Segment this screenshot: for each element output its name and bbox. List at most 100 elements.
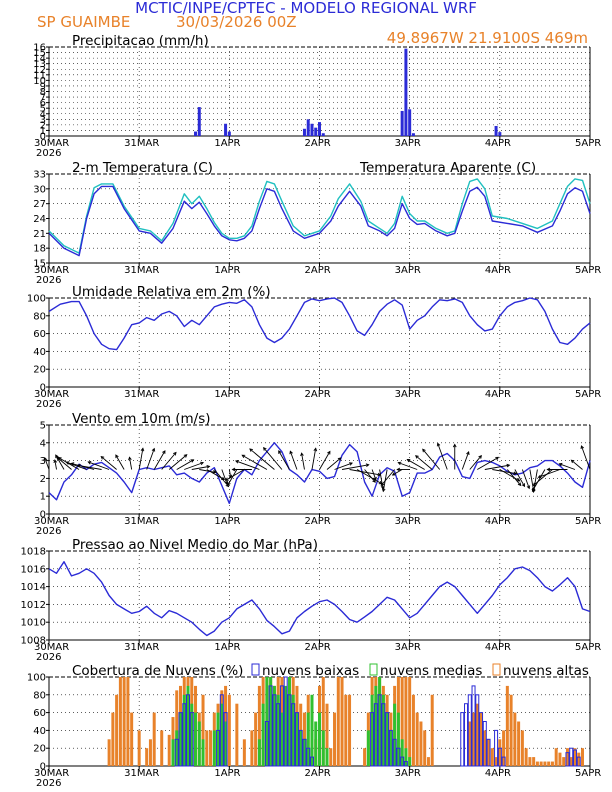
cloud-bar-medium bbox=[257, 739, 261, 766]
wind-arrow-head bbox=[381, 488, 386, 493]
cloud-bar-high bbox=[130, 712, 134, 766]
wind-arrow bbox=[546, 467, 568, 472]
cloud-bar-high bbox=[254, 712, 258, 766]
cloud-bar-low bbox=[182, 703, 187, 767]
cloud-bar-medium bbox=[201, 739, 205, 766]
legend-swatch bbox=[251, 663, 260, 676]
wind-arrow-shaft bbox=[469, 455, 482, 470]
y-tick-label: 14 bbox=[33, 54, 46, 65]
x-year-label: 2026 bbox=[36, 652, 61, 663]
wind-arrow bbox=[300, 452, 305, 470]
wind-arrow bbox=[397, 461, 418, 470]
temperature-line bbox=[48, 185, 591, 257]
precip-bar bbox=[306, 119, 310, 136]
cloud-bar-high bbox=[126, 677, 130, 766]
x-tick-label: 3APR bbox=[395, 768, 421, 779]
wind-arrow-head bbox=[349, 462, 353, 466]
cloud-bar-high bbox=[175, 690, 179, 766]
wind-arrow-shaft bbox=[184, 462, 204, 470]
cloud-bar-high bbox=[539, 761, 543, 766]
cloud-bar-medium bbox=[194, 712, 198, 766]
y-tick-label: 60 bbox=[33, 329, 46, 340]
cloud-bar-low bbox=[497, 747, 502, 767]
y-tick-label: 1 bbox=[40, 492, 46, 503]
wind-arrow-head bbox=[151, 447, 156, 452]
wind-arrow bbox=[461, 451, 470, 470]
wind-arrow-head bbox=[100, 455, 105, 460]
cloud-bar-high bbox=[569, 757, 573, 766]
wind-arrow-shaft bbox=[364, 469, 376, 483]
cloud-bar-high bbox=[250, 730, 254, 766]
cloud-bar-high bbox=[532, 757, 536, 766]
y-tick-label: 15 bbox=[33, 259, 46, 270]
wind-arrow-head bbox=[65, 461, 70, 465]
header-location: SP GUAIMBE bbox=[37, 13, 130, 31]
wind-arrow bbox=[570, 459, 583, 470]
cloud-bar-high bbox=[554, 748, 558, 766]
wind-arrow bbox=[168, 454, 188, 470]
wind-arrow bbox=[146, 447, 156, 470]
wind-arrow-shaft bbox=[415, 455, 433, 470]
wind-arrow bbox=[396, 467, 410, 472]
cloud-bar-medium bbox=[182, 694, 186, 766]
cloud-bar-low bbox=[464, 703, 469, 767]
wind-arrow-head bbox=[327, 450, 331, 455]
wind-arrow-shaft bbox=[532, 469, 553, 486]
wind-arrow-head bbox=[76, 463, 81, 468]
x-tick-label: 31MAR bbox=[124, 768, 159, 779]
cloud-bar-low bbox=[381, 703, 386, 767]
wind-arrow-shaft bbox=[241, 454, 268, 470]
cloud-bar-medium bbox=[291, 694, 295, 766]
cloud-bar-low bbox=[475, 694, 480, 767]
cloud-bar-high bbox=[145, 748, 149, 766]
cloud-bar-high bbox=[118, 677, 122, 766]
cloud-bar-high bbox=[152, 712, 156, 766]
wind-arrow-shaft bbox=[392, 469, 403, 476]
cloud-bar-low bbox=[279, 685, 284, 767]
cloud-bar-high bbox=[550, 761, 554, 766]
wind-arrow-head bbox=[70, 462, 75, 466]
panel-title: Precipitacao (mm/h) bbox=[72, 33, 209, 49]
panel-title: Umidade Relativa em 2m (%) bbox=[72, 284, 271, 300]
wind-arrow-head bbox=[513, 471, 518, 476]
wind-arrow bbox=[537, 469, 561, 479]
precip-bar bbox=[227, 131, 231, 136]
cloud-bar-high bbox=[205, 730, 209, 766]
wind-arrow-head bbox=[365, 463, 370, 468]
cloud-bar-high bbox=[227, 694, 231, 766]
y-tick-label: 21 bbox=[33, 229, 46, 240]
cloud-bar-high bbox=[472, 712, 476, 766]
wind-arrow bbox=[580, 445, 591, 470]
cloud-bar-medium bbox=[370, 694, 374, 766]
wind-arrow bbox=[371, 469, 377, 481]
x-tick-label: 2APR bbox=[305, 265, 331, 276]
wind-arrow-shaft bbox=[263, 447, 283, 470]
cloud-bar-low bbox=[460, 712, 465, 767]
wind-arrow-head bbox=[415, 455, 419, 459]
cloud-bar-high bbox=[577, 752, 581, 766]
wind-arrow bbox=[76, 463, 102, 470]
wind-arrow bbox=[65, 461, 87, 470]
cloud-bar-high bbox=[340, 677, 344, 766]
wind-arrow-shaft bbox=[461, 451, 470, 470]
wind-arrow-head bbox=[313, 447, 318, 452]
cloud-bar-low bbox=[377, 694, 382, 767]
cloud-bar-low bbox=[400, 756, 405, 767]
cloud-bar-low bbox=[569, 747, 574, 767]
x-tick-label: 3APR bbox=[395, 642, 421, 653]
cloud-bar-high bbox=[565, 748, 569, 766]
cloud-bar-medium bbox=[302, 739, 306, 766]
cloud-bar-low bbox=[479, 712, 484, 767]
y-tick-label: 2 bbox=[40, 474, 46, 485]
wind-arrow-shaft bbox=[176, 459, 194, 470]
wind-arrow-shaft bbox=[153, 450, 166, 470]
cloud-bar-medium bbox=[190, 703, 194, 766]
x-tick-label: 5APR bbox=[575, 516, 601, 527]
wind-arrow-head bbox=[249, 448, 253, 452]
x-tick-label: 30MAR bbox=[34, 389, 69, 400]
panel-title: Cobertura de Nuvens (%) bbox=[72, 663, 243, 679]
cloud-bar-low bbox=[283, 676, 288, 767]
x-tick-label: 1APR bbox=[214, 516, 240, 527]
cloud-bar-low bbox=[287, 694, 292, 767]
